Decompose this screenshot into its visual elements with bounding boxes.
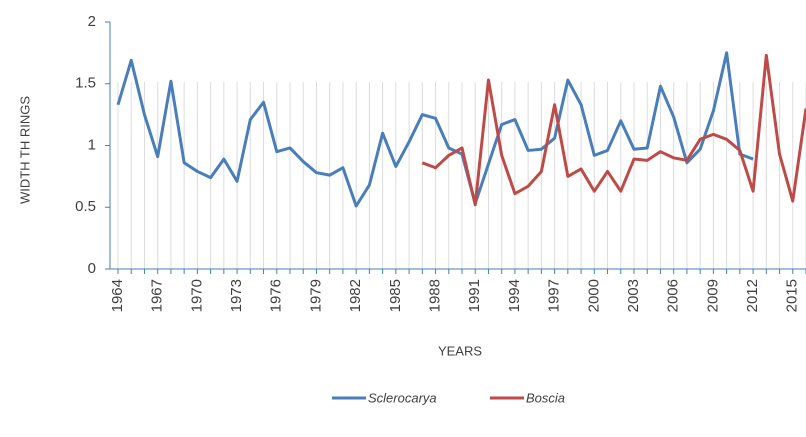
x-tick-label: 2015 (784, 279, 801, 312)
x-tick-label: 2006 (665, 279, 682, 312)
x-tick-label: 1985 (387, 279, 404, 312)
x-tick-label: 1991 (466, 279, 483, 312)
y-axis-title: WIDTH TH RINGS (17, 96, 32, 204)
y-tick-label: 1 (88, 136, 96, 153)
y-tick-label: 0.5 (75, 198, 96, 215)
x-tick-label: 2012 (744, 279, 761, 312)
x-tick-label: 1979 (307, 279, 324, 312)
x-tick-label: 1997 (546, 279, 563, 312)
x-tick-label: 1994 (506, 279, 523, 312)
x-tick-label: 2000 (585, 279, 602, 312)
x-tick-label: 1973 (228, 279, 245, 312)
y-tick-label: 2 (88, 13, 96, 30)
x-tick-label: 1970 (188, 279, 205, 312)
x-tick-label: 1967 (149, 279, 166, 312)
legend-label: Sclerocarya (368, 390, 437, 405)
x-tick-label: 2009 (704, 279, 721, 312)
y-tick-label: 1.5 (75, 75, 96, 92)
x-tick-label: 1964 (109, 279, 126, 312)
series-line (421, 53, 806, 207)
y-tick-label: 0 (88, 260, 96, 277)
x-tick-label: 1982 (347, 279, 364, 312)
x-axis-title: YEARS (438, 343, 482, 358)
legend-label: Boscia (526, 390, 565, 405)
x-tick-label: 1976 (268, 279, 285, 312)
series-line (116, 51, 754, 208)
x-tick-label: 1988 (427, 279, 444, 312)
x-tick-label: 2003 (625, 279, 642, 312)
